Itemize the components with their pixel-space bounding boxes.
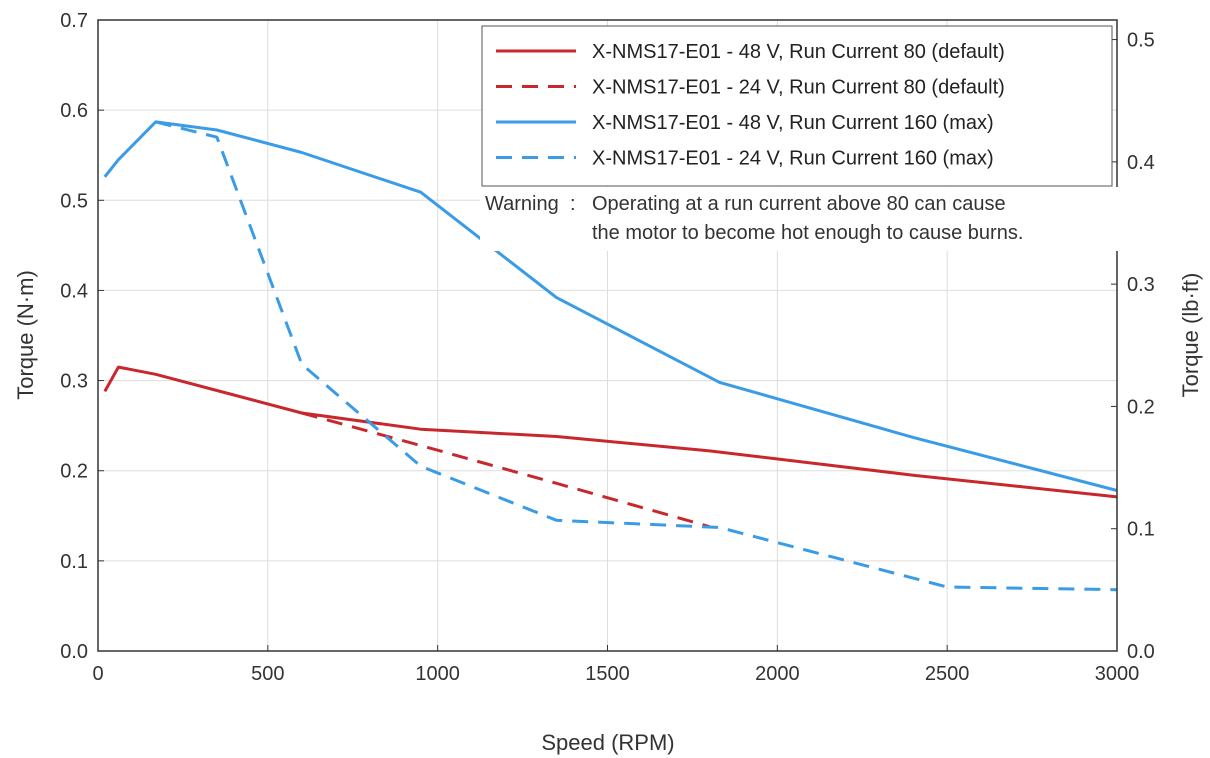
y2-axis-ticks: 0.0 0.1 0.2 0.3 0.4 0.5	[1111, 30, 1155, 663]
y-tick-label: 0.4	[60, 280, 88, 302]
legend-label-4: X-NMS17-E01 - 24 V, Run Current 160 (max…	[592, 148, 994, 170]
y2-tick-label: 0.4	[1127, 152, 1155, 174]
legend-label-2: X-NMS17-E01 - 24 V, Run Current 80 (defa…	[592, 77, 1005, 99]
y-tick-label: 0.2	[60, 461, 88, 483]
y-tick-label: 0.3	[60, 371, 88, 393]
x-axis-ticks: 0 500 1000 1500 2000 2500 3000	[92, 645, 1139, 685]
y2-tick-label: 0.5	[1127, 30, 1155, 52]
y-tick-label: 0.6	[60, 100, 88, 122]
y2-tick-label: 0.3	[1127, 274, 1155, 296]
warning-background	[480, 187, 1120, 251]
series-line-4	[155, 120, 1118, 592]
series-layer	[103, 120, 1118, 592]
warning-annotation: Warning : Operating at a run current abo…	[480, 187, 1120, 251]
legend-label-3: X-NMS17-E01 - 48 V, Run Current 160 (max…	[592, 112, 994, 134]
x-tick-label: 2500	[925, 663, 970, 685]
x-tick-label: 3000	[1095, 663, 1140, 685]
x-axis-title: Speed (RPM)	[541, 730, 674, 755]
y-tick-label: 0.5	[60, 190, 88, 212]
series-line-3	[103, 120, 1118, 492]
y-tick-label: 0.7	[60, 10, 88, 32]
series-line-1	[103, 365, 1118, 499]
legend-box	[481, 25, 1113, 187]
legend-label-1: X-NMS17-E01 - 48 V, Run Current 80 (defa…	[592, 41, 1005, 63]
warning-separator: :	[570, 193, 576, 215]
y-tick-label: 0.1	[60, 551, 88, 573]
legend: X-NMS17-E01 - 48 V, Run Current 80 (defa…	[481, 25, 1113, 187]
y2-axis-title: Torque (lb·ft)	[1178, 273, 1203, 398]
y-axis-title: Torque (N·m)	[13, 270, 38, 400]
y2-tick-label: 0.2	[1127, 396, 1155, 418]
series-line-2	[301, 411, 710, 529]
legend-items: X-NMS17-E01 - 48 V, Run Current 80 (defa…	[496, 41, 1005, 170]
warning-line-2: the motor to become hot enough to cause …	[592, 222, 1023, 244]
y-tick-label: 0.0	[60, 641, 88, 663]
y-axis-ticks: 0.0 0.1 0.2 0.3 0.4 0.5 0.6 0.7	[60, 10, 104, 663]
x-tick-label: 0	[92, 663, 103, 685]
x-tick-label: 2000	[755, 663, 800, 685]
x-tick-label: 1000	[415, 663, 460, 685]
y2-tick-label: 0.1	[1127, 519, 1155, 541]
warning-label: Warning	[485, 193, 559, 215]
x-tick-label: 500	[251, 663, 284, 685]
y2-tick-label: 0.0	[1127, 641, 1155, 663]
x-tick-label: 1500	[585, 663, 630, 685]
warning-line-1: Operating at a run current above 80 can …	[592, 193, 1006, 215]
